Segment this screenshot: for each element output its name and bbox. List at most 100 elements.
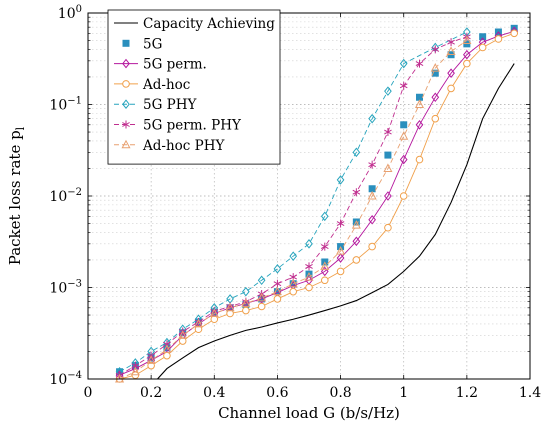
data-point bbox=[257, 275, 266, 286]
data-point bbox=[447, 68, 455, 78]
data-point bbox=[384, 86, 392, 96]
data-point bbox=[384, 128, 392, 137]
x-tick-label: 0 bbox=[84, 385, 93, 401]
data-point bbox=[352, 236, 361, 247]
data-point bbox=[446, 46, 456, 55]
data-point bbox=[494, 35, 503, 43]
data-point bbox=[130, 366, 140, 376]
grid bbox=[88, 13, 530, 379]
legend-marker bbox=[122, 39, 130, 47]
data-point bbox=[288, 278, 298, 288]
data-point bbox=[273, 295, 282, 303]
data-point bbox=[209, 308, 219, 317]
data-point bbox=[399, 81, 408, 90]
legend-label: Capacity Achieving bbox=[143, 16, 275, 32]
legend-box bbox=[107, 9, 281, 165]
x-tick-label: 1.4 bbox=[519, 385, 541, 401]
data-point bbox=[178, 337, 187, 345]
legend-marker bbox=[122, 120, 130, 129]
data-point bbox=[462, 35, 472, 45]
data-point bbox=[415, 155, 424, 164]
y-tick-label: 10−1 bbox=[49, 96, 82, 114]
y-tick-exponent: −4 bbox=[67, 370, 82, 381]
data-point bbox=[399, 192, 408, 200]
data-point bbox=[336, 219, 345, 228]
data-point bbox=[367, 190, 377, 200]
legend-marker bbox=[122, 99, 130, 110]
y-tick-exponent: −3 bbox=[67, 279, 82, 290]
data-point bbox=[304, 272, 314, 281]
data-point bbox=[416, 93, 423, 101]
x-tick-label: 0.6 bbox=[266, 385, 288, 401]
data-point bbox=[431, 45, 440, 54]
data-point bbox=[162, 344, 172, 354]
data-point bbox=[320, 242, 329, 251]
legend-label: 5G perm. PHY bbox=[143, 118, 242, 134]
data-point bbox=[384, 223, 392, 232]
data-point bbox=[431, 92, 440, 103]
data-point bbox=[415, 59, 424, 68]
data-point bbox=[368, 113, 376, 124]
y-tick-exponent: 0 bbox=[76, 4, 82, 15]
data-point bbox=[447, 38, 455, 47]
y-tick-label: 100 bbox=[58, 4, 82, 22]
data-point bbox=[431, 69, 439, 77]
legend-marker bbox=[122, 80, 130, 88]
y-axis-title: Packet loss rate pl bbox=[6, 126, 27, 265]
data-point bbox=[305, 283, 313, 292]
legend-label: Ad-hoc bbox=[142, 77, 190, 93]
data-point bbox=[320, 276, 329, 285]
x-tick-label: 1.2 bbox=[456, 385, 478, 401]
y-tick-base: 10 bbox=[49, 98, 67, 114]
y-tick-label: 10−3 bbox=[49, 279, 82, 297]
data-point bbox=[399, 154, 408, 165]
data-point bbox=[242, 306, 250, 315]
data-point bbox=[399, 58, 408, 69]
data-point bbox=[383, 163, 393, 172]
data-point bbox=[384, 191, 392, 201]
data-point bbox=[320, 266, 329, 277]
y-tick-base: 10 bbox=[49, 372, 67, 388]
data-point bbox=[257, 302, 266, 311]
y-tick-label: 10−2 bbox=[49, 187, 82, 205]
data-point bbox=[415, 119, 424, 130]
data-point bbox=[163, 351, 171, 360]
y-tick-base: 10 bbox=[49, 189, 67, 205]
data-point bbox=[289, 251, 298, 261]
y-tick-exponent: −1 bbox=[67, 96, 82, 107]
data-point bbox=[352, 188, 361, 197]
data-point bbox=[289, 287, 298, 296]
series-capacity-achieving bbox=[157, 63, 515, 380]
data-point bbox=[305, 262, 313, 271]
data-point bbox=[273, 264, 282, 274]
y-tick-base: 10 bbox=[58, 6, 76, 22]
y-tick-exponent: −2 bbox=[67, 187, 82, 198]
data-point bbox=[400, 121, 408, 129]
data-point bbox=[257, 292, 267, 302]
series-line bbox=[157, 63, 515, 380]
data-point bbox=[225, 302, 235, 312]
data-point bbox=[178, 330, 188, 339]
legend-label: 5G perm. bbox=[143, 57, 207, 73]
data-point bbox=[210, 315, 219, 324]
legend: Capacity Achieving 5G 5G perm. Ad-hoc 5G PHY… bbox=[107, 9, 281, 165]
data-point bbox=[368, 214, 376, 225]
data-point bbox=[368, 242, 376, 251]
legend-label: 5G PHY bbox=[143, 97, 198, 113]
legend-label: Ad-hoc PHY bbox=[142, 138, 225, 154]
legend-label: 5G bbox=[143, 36, 162, 52]
data-point bbox=[272, 286, 282, 296]
data-point bbox=[384, 151, 392, 159]
x-tick-label: 0.8 bbox=[329, 385, 351, 401]
data-point bbox=[336, 246, 346, 255]
series-layer bbox=[115, 24, 519, 383]
y-axis-title-subscript: l bbox=[14, 126, 27, 130]
data-point bbox=[273, 279, 282, 288]
data-point bbox=[147, 361, 155, 370]
data-point bbox=[447, 84, 455, 93]
x-tick-label: 1 bbox=[399, 385, 408, 401]
data-point bbox=[478, 43, 487, 52]
data-point bbox=[305, 239, 313, 249]
